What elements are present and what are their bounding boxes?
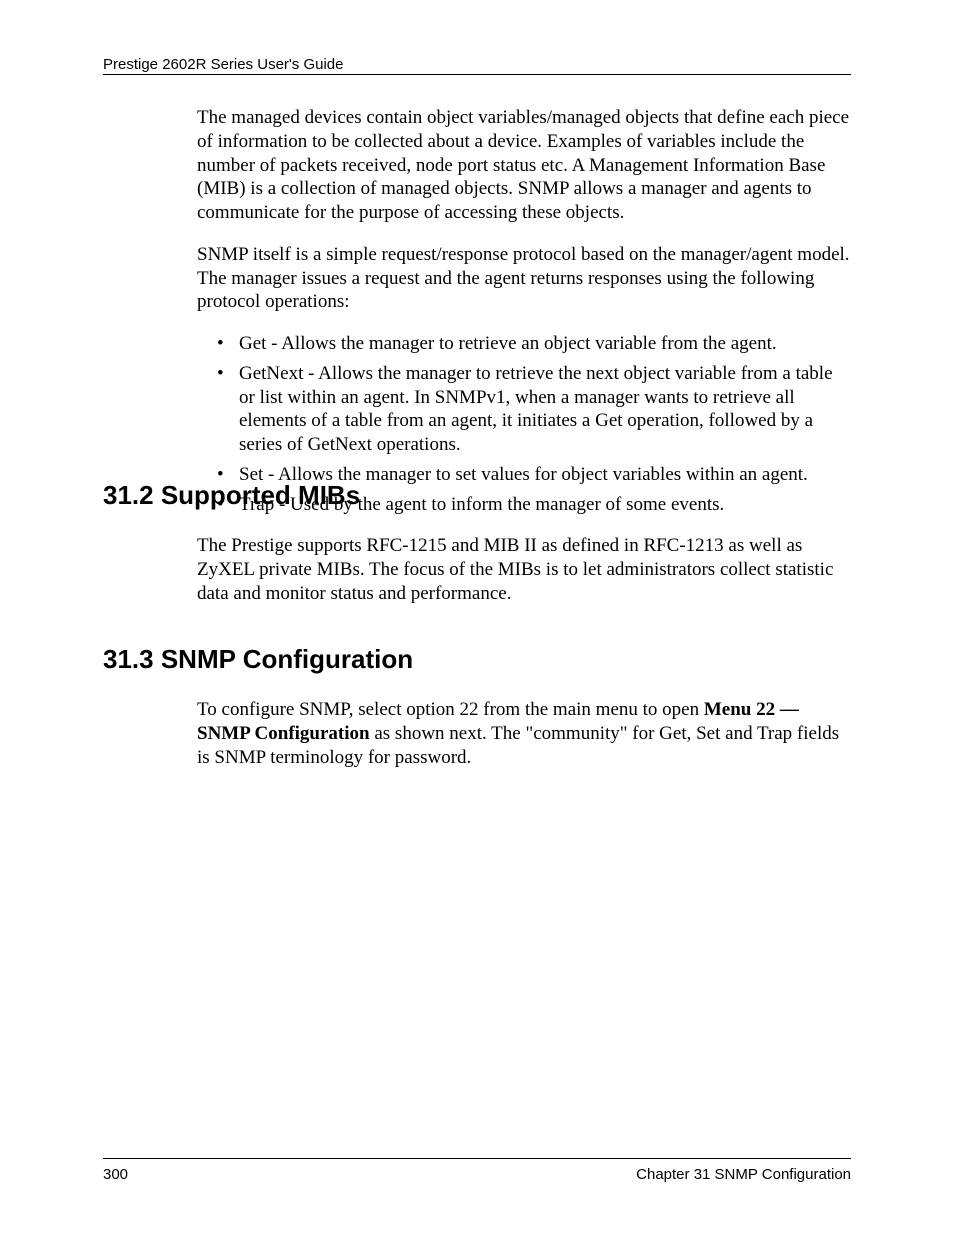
list-item: GetNext - Allows the manager to retrieve… (197, 362, 851, 457)
running-header: Prestige 2602R Series User's Guide (103, 56, 851, 73)
paragraph: The managed devices contain object varia… (197, 106, 851, 225)
chapter-label: Chapter 31 SNMP Configuration (636, 1166, 851, 1183)
heading-supported-mibs: 31.2 Supported MIBs (103, 480, 360, 511)
section-body: The Prestige supports RFC-1215 and MIB I… (197, 534, 851, 623)
header-rule (103, 74, 851, 75)
heading-snmp-configuration: 31.3 SNMP Configuration (103, 644, 413, 675)
page-number: 300 (103, 1166, 128, 1183)
footer-rule (103, 1158, 851, 1159)
text-run: To configure SNMP, select option 22 from… (197, 699, 704, 720)
paragraph: SNMP itself is a simple request/response… (197, 243, 851, 314)
section-body: To configure SNMP, select option 22 from… (197, 698, 851, 787)
paragraph: The Prestige supports RFC-1215 and MIB I… (197, 534, 851, 605)
document-page: Prestige 2602R Series User's Guide The m… (0, 0, 954, 1235)
paragraph: To configure SNMP, select option 22 from… (197, 698, 851, 769)
body-column: The managed devices contain object varia… (197, 106, 851, 522)
list-item: Get - Allows the manager to retrieve an … (197, 332, 851, 356)
